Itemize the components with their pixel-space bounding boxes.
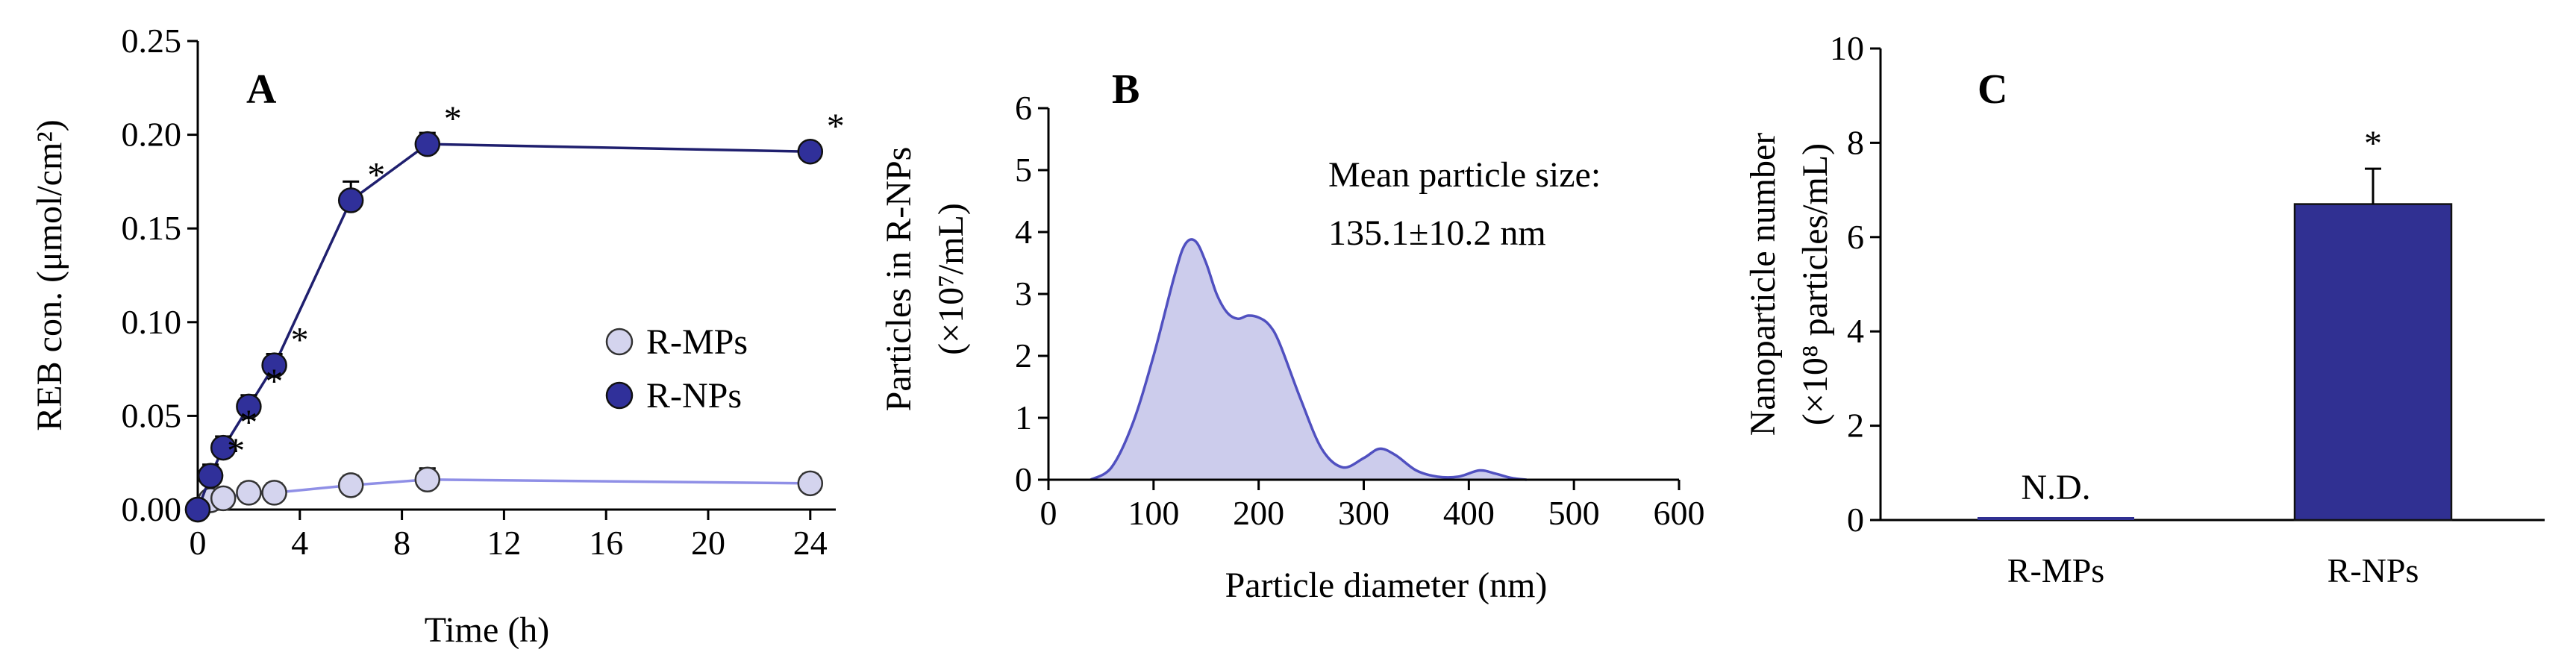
panel-b: B 0 1 2 3 4 5 6 0 100 200 300 400 500 600 Particle dia… <box>879 66 1705 605</box>
a-x-tick-label: 4 <box>291 524 308 562</box>
a-significance-marker: * <box>367 156 385 195</box>
panel-a-letter: A <box>246 66 277 113</box>
a-significance-marker: * <box>265 362 283 401</box>
a-point-rmp <box>261 480 287 506</box>
b-y-tick-label: 3 <box>1015 275 1032 313</box>
b-x-axis-label: Particle diameter (nm) <box>1225 566 1548 605</box>
a-point-rnp <box>210 434 237 461</box>
b-x-tick-label: 0 <box>1040 494 1057 532</box>
a-y-tick-label: 0.10 <box>122 303 182 341</box>
b-annotation-line2: 135.1±10.2 nm <box>1328 213 1546 253</box>
a-x-tick-label: 20 <box>691 524 725 562</box>
c-y-axis-label-line2: (×10⁸ particles/mL) <box>1795 143 1835 425</box>
b-y-axis-label-line1: Particles in R-NPs <box>879 147 919 412</box>
c-y-tick-label: 8 <box>1847 123 1864 161</box>
a-y-tick-label: 0.20 <box>122 116 182 154</box>
b-x-tick-label: 200 <box>1233 494 1284 532</box>
b-y-axis-label-line2: (×10⁷/mL) <box>931 203 971 355</box>
b-x-tick-label: 600 <box>1654 494 1705 532</box>
a-y-tick-label: 0.05 <box>122 396 182 434</box>
a-legend-label-rnp: R-NPs <box>646 376 742 416</box>
b-density-area <box>1090 239 1527 480</box>
c-category-label: R-MPs <box>2007 551 2104 589</box>
c-bar-label: * <box>2364 124 2382 163</box>
b-x-tick-label: 100 <box>1128 494 1179 532</box>
a-point-rmp <box>210 485 237 512</box>
a-series-line-rmp <box>196 478 810 511</box>
c-bar-r-nps <box>2293 203 2453 522</box>
c-bar-label: N.D. <box>2021 468 2090 507</box>
b-x-tick-label: 400 <box>1443 494 1495 532</box>
b-x-tick-label: 300 <box>1338 494 1389 532</box>
a-x-tick-label: 8 <box>393 524 410 562</box>
panel-a: A 0.00 0.05 0.10 0.15 0.20 0.25 0 4 8 12 16 20 24 Tim… <box>30 22 845 650</box>
a-x-tick-label: 24 <box>793 524 828 562</box>
a-point-rmp <box>414 466 441 493</box>
a-significance-marker: * <box>240 403 257 442</box>
a-point-rnp <box>184 496 211 523</box>
b-y-tick-label: 0 <box>1015 460 1032 498</box>
b-y-tick-label: 1 <box>1015 398 1032 436</box>
a-point-rmp <box>236 480 262 506</box>
a-significance-marker: * <box>291 321 309 360</box>
a-x-tick-label: 12 <box>487 524 521 562</box>
a-y-tick-label: 0.25 <box>122 22 182 60</box>
b-y-tick-label: 5 <box>1015 151 1032 189</box>
panel-c-letter: C <box>1978 66 2007 113</box>
a-significance-marker: * <box>227 431 245 471</box>
c-y-tick-label: 10 <box>1830 29 1864 67</box>
a-point-rnp <box>337 187 364 213</box>
b-y-tick-label: 2 <box>1015 336 1032 375</box>
b-x-tick-label: 500 <box>1548 494 1600 532</box>
panel-c: C 0 2 4 6 8 10 N.D. R-MPs * R-NPs Nanoparticle num… <box>1743 29 2545 589</box>
c-y-axis-label-line1: Nanoparticle number <box>1743 133 1783 436</box>
a-x-tick-label: 0 <box>190 524 207 562</box>
a-x-axis-label: Time (h) <box>425 610 550 650</box>
c-y-tick-label: 4 <box>1847 312 1864 350</box>
c-category-label: R-NPs <box>2328 551 2419 589</box>
panel-b-letter: B <box>1112 66 1139 113</box>
b-y-tick-label: 6 <box>1015 89 1032 127</box>
a-significance-marker: * <box>444 99 462 139</box>
a-legend-marker-rnp <box>605 381 634 410</box>
b-density-line <box>1090 238 1527 481</box>
a-point-rnp <box>236 393 262 420</box>
a-legend-label-rmp: R-MPs <box>646 322 748 362</box>
a-significance-marker: * <box>827 107 845 146</box>
a-point-rnp <box>414 131 441 157</box>
a-point-rnp <box>261 352 287 378</box>
a-point-rnp <box>797 138 824 165</box>
a-legend-marker-rmp <box>605 328 634 356</box>
a-x-tick-label: 16 <box>589 524 623 562</box>
c-y-tick-label: 6 <box>1847 218 1864 256</box>
a-point-rnp <box>197 463 224 489</box>
a-y-tick-label: 0.00 <box>122 490 182 528</box>
b-annotation-line1: Mean particle size: <box>1328 155 1601 195</box>
a-point-rmp <box>797 470 824 497</box>
a-y-axis-label: REB con. (μmol/cm²) <box>30 119 69 430</box>
c-y-tick-label: 0 <box>1847 501 1864 539</box>
c-y-tick-label: 2 <box>1847 407 1864 445</box>
a-y-tick-label: 0.15 <box>122 209 182 247</box>
a-point-rmp <box>337 472 364 498</box>
b-y-tick-label: 4 <box>1015 213 1032 251</box>
